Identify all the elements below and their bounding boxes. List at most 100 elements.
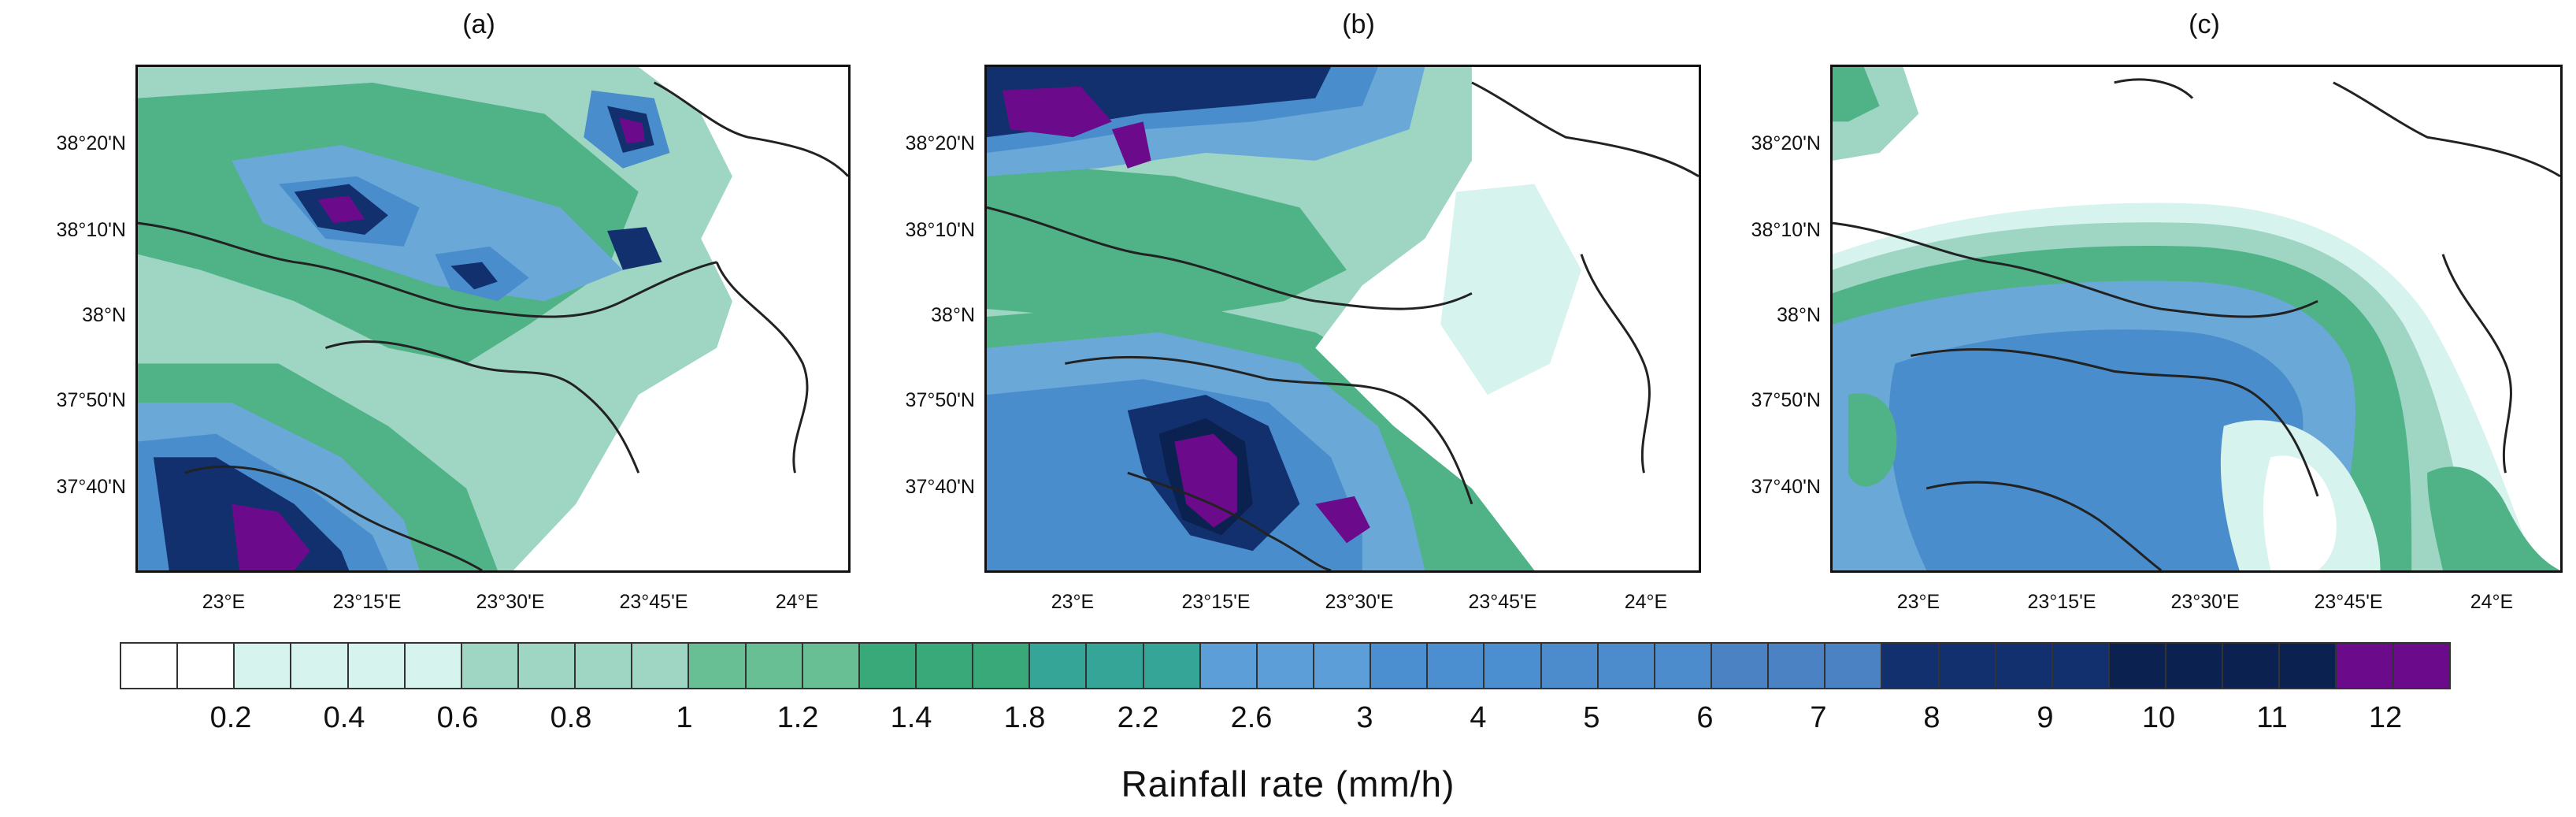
colorbar-swatch — [746, 644, 803, 688]
lat-tick-c-3: 38°N — [1777, 304, 1821, 326]
panel-label-c: (c) — [2189, 9, 2220, 39]
colorbar-swatch — [973, 644, 1031, 688]
colorbar-swatch — [1825, 644, 1883, 688]
colorbar-title: Rainfall rate (mm/h) — [1121, 763, 1455, 804]
colorbar-swatch — [1939, 644, 1996, 688]
colorbar-swatch — [2393, 644, 2449, 688]
colorbar-swatch — [2109, 644, 2167, 688]
colorbar-swatch — [405, 644, 462, 688]
lon-tick-b-1: 23°E — [1051, 591, 1095, 613]
lat-tick-a-1: 38°20'N — [56, 132, 126, 154]
lon-tick-a-2: 23°15'E — [332, 591, 402, 613]
colorbar-label-0.2: 0.2 — [209, 701, 252, 734]
lat-tick-a-3: 38°N — [82, 304, 126, 326]
lon-tick-b-5: 24°E — [1624, 591, 1668, 613]
colorbar-swatch — [2166, 644, 2224, 688]
colorbar-label-2.2: 2.2 — [1117, 701, 1159, 734]
colorbar-label-11: 11 — [2256, 701, 2288, 734]
colorbar-swatch — [1314, 644, 1372, 688]
colorbar-swatch — [1030, 644, 1088, 688]
lat-tick-b-1: 38°20'N — [905, 132, 975, 154]
colorbar-swatch — [1143, 644, 1201, 688]
map-panel-a — [135, 65, 851, 573]
colorbar-label-2.6: 2.6 — [1230, 701, 1273, 734]
lon-tick-c-4: 23°45'E — [2314, 591, 2383, 613]
lon-tick-b-2: 23°15'E — [1181, 591, 1251, 613]
colorbar-swatch — [2052, 644, 2110, 688]
colorbar-swatch — [802, 644, 860, 688]
colorbar-label-3: 3 — [1356, 701, 1373, 734]
lon-tick-a-5: 24°E — [775, 591, 819, 613]
colorbar-swatch — [1655, 644, 1712, 688]
lon-tick-a-4: 23°45'E — [619, 591, 688, 613]
colorbar-swatch — [2337, 644, 2394, 688]
colorbar-swatch — [859, 644, 917, 688]
colorbar-swatch — [1541, 644, 1599, 688]
lon-tick-a-1: 23°E — [202, 591, 246, 613]
lon-tick-c-3: 23°30'E — [2170, 591, 2240, 613]
colorbar-swatch — [1711, 644, 1770, 688]
colorbar-swatch — [689, 644, 747, 688]
rainfall-field-a — [138, 67, 848, 570]
colorbar-swatch — [1996, 644, 2053, 688]
lat-tick-c-4: 37°50'N — [1751, 389, 1821, 411]
lon-tick-c-5: 24°E — [2470, 591, 2514, 613]
lon-tick-c-2: 23°15'E — [2027, 591, 2096, 613]
colorbar-swatch — [291, 644, 349, 688]
lat-tick-b-4: 37°50'N — [905, 389, 975, 411]
colorbar-label-4: 4 — [1470, 701, 1487, 734]
colorbar-swatch — [632, 644, 690, 688]
colorbar-swatch — [916, 644, 974, 688]
lon-tick-c-1: 23°E — [1896, 591, 1940, 613]
lon-tick-b-3: 23°30'E — [1325, 591, 1394, 613]
lat-tick-b-5: 37°40'N — [905, 476, 975, 498]
lat-tick-a-2: 38°10'N — [56, 219, 126, 241]
colorbar-swatch — [461, 644, 519, 688]
colorbar-label-1.2: 1.2 — [777, 701, 819, 734]
colorbar-label-0.4: 0.4 — [323, 701, 365, 734]
lat-tick-a-5: 37°40'N — [56, 476, 126, 498]
colorbar-swatch — [1598, 644, 1655, 688]
rainfall-field-b — [987, 67, 1699, 570]
colorbar-label-6: 6 — [1696, 701, 1714, 734]
colorbar-swatch — [1087, 644, 1144, 688]
colorbar-swatch — [1428, 644, 1485, 688]
colorbar-label-12: 12 — [2368, 701, 2403, 734]
colorbar-label-0.6: 0.6 — [436, 701, 479, 734]
map-panel-b — [984, 65, 1701, 573]
colorbar-swatch — [178, 644, 235, 688]
colorbar-swatch — [1484, 644, 1542, 688]
colorbar-swatch — [576, 644, 633, 688]
colorbar-swatch — [1257, 644, 1314, 688]
panel-label-b: (b) — [1342, 9, 1375, 39]
colorbar-swatch — [121, 644, 179, 688]
colorbar-label-7: 7 — [1810, 701, 1827, 734]
colorbar-label-1.8: 1.8 — [1003, 701, 1046, 734]
colorbar-label-0.8: 0.8 — [550, 701, 592, 734]
lat-tick-c-5: 37°40'N — [1751, 476, 1821, 498]
map-panel-c — [1830, 65, 2563, 573]
lat-tick-b-3: 38°N — [931, 304, 975, 326]
colorbar-swatch — [518, 644, 576, 688]
colorbar-label-10: 10 — [2141, 701, 2176, 734]
colorbar-label-8: 8 — [1923, 701, 1940, 734]
colorbar-label-5: 5 — [1583, 701, 1600, 734]
lat-tick-a-4: 37°50'N — [56, 389, 126, 411]
panel-label-a: (a) — [462, 9, 495, 39]
lat-tick-c-2: 38°10'N — [1751, 219, 1821, 241]
colorbar — [120, 642, 2451, 689]
colorbar-swatch — [1200, 644, 1258, 688]
colorbar-label-9: 9 — [2037, 701, 2054, 734]
colorbar-swatch — [1371, 644, 1429, 688]
lon-tick-a-3: 23°30'E — [476, 591, 545, 613]
colorbar-label-1: 1 — [676, 701, 693, 734]
colorbar-swatch — [235, 644, 292, 688]
lon-tick-b-4: 23°45'E — [1468, 591, 1537, 613]
lat-tick-c-1: 38°20'N — [1751, 132, 1821, 154]
colorbar-swatch — [348, 644, 406, 688]
colorbar-swatch — [2280, 644, 2337, 688]
colorbar-swatch — [2223, 644, 2281, 688]
colorbar-swatch — [1882, 644, 1940, 688]
lat-tick-b-2: 38°10'N — [905, 219, 975, 241]
rainfall-field-c — [1833, 67, 2560, 570]
